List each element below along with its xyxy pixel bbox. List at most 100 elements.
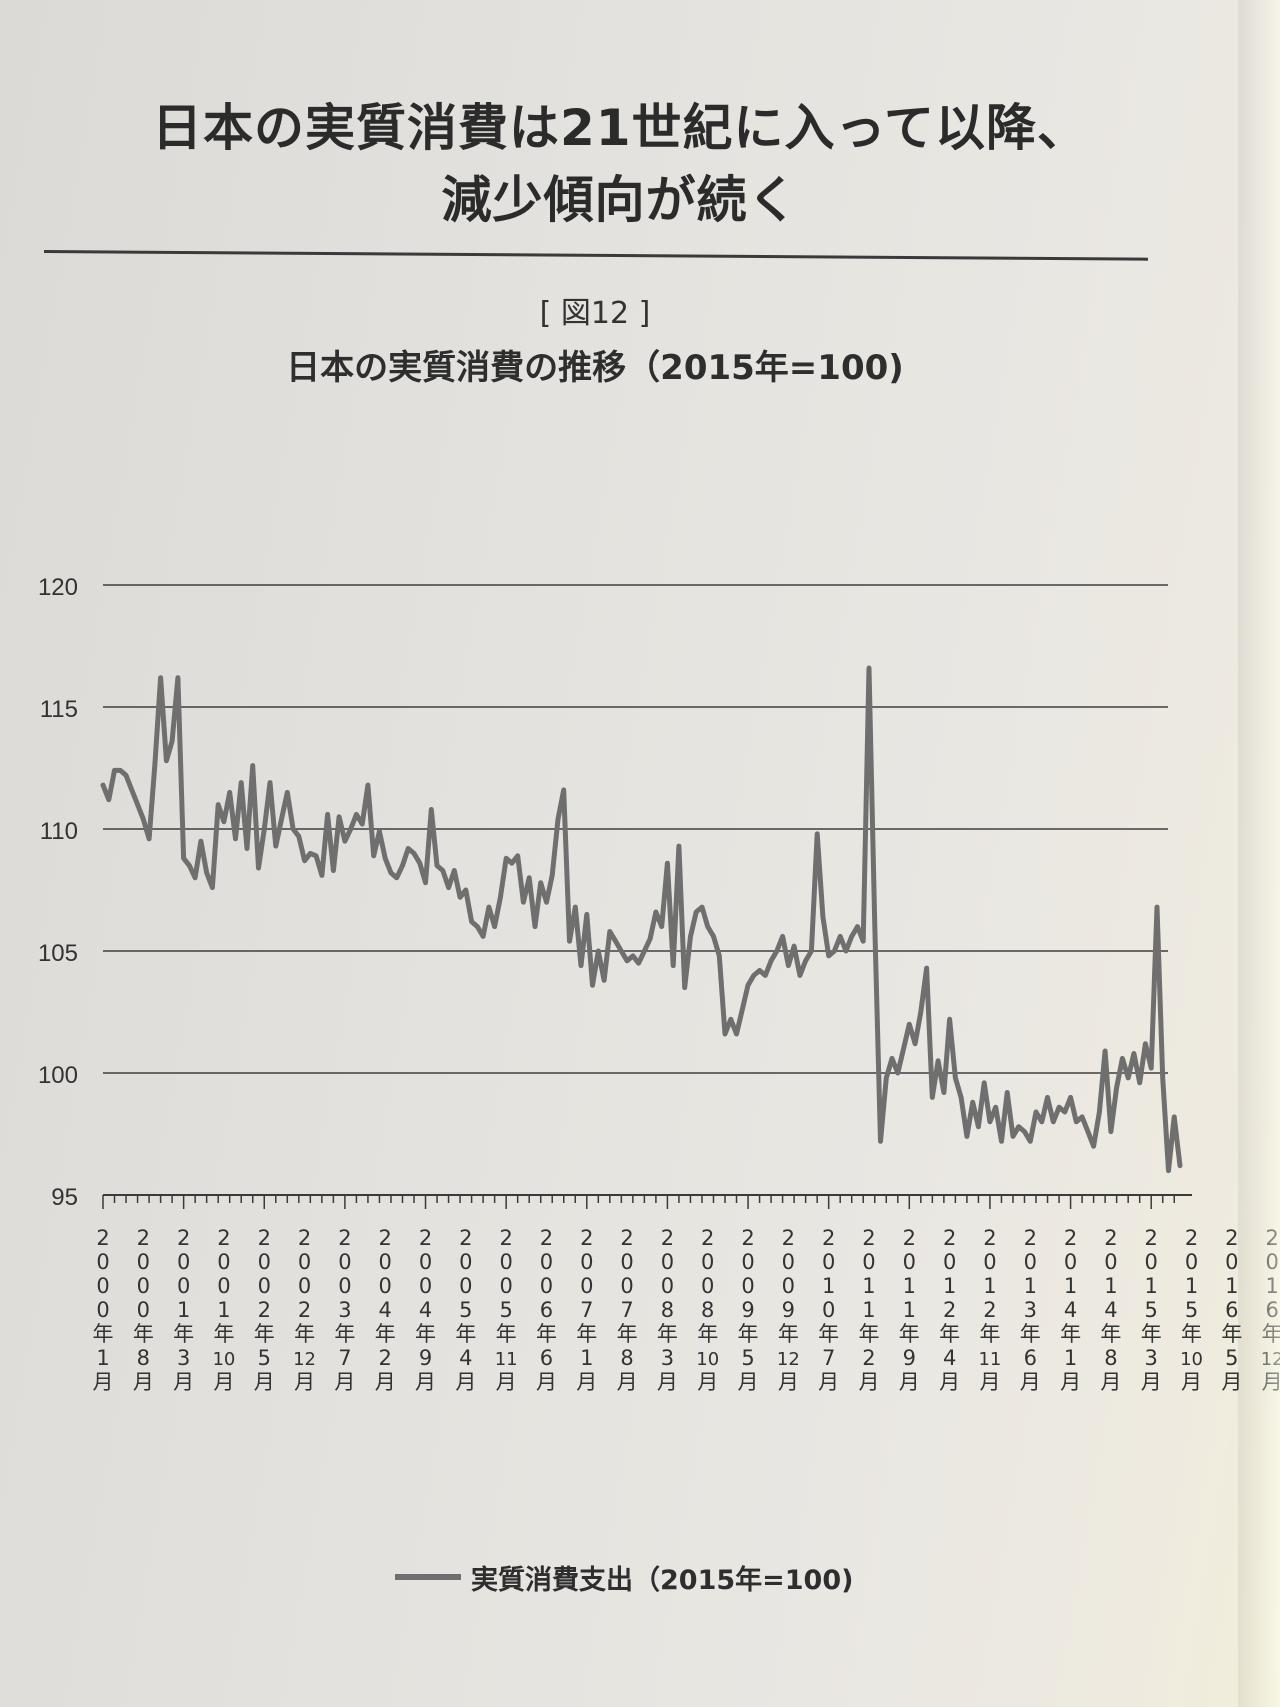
headline: 日本の実質消費は21世紀に入って以降、 減少傾向が続く: [40, 92, 1200, 236]
data-point: [251, 764, 254, 767]
data-point: [528, 876, 531, 879]
data-point: [695, 911, 698, 914]
data-point: [171, 740, 174, 743]
data-point: [1115, 1086, 1118, 1089]
data-point: [770, 959, 773, 962]
data-point: [948, 1018, 951, 1021]
data-point: [701, 906, 704, 909]
data-point: [827, 954, 830, 957]
y-tick-label-120: 120: [38, 574, 78, 601]
data-point: [476, 925, 479, 928]
data-point: [1058, 1106, 1061, 1109]
data-point: [534, 925, 537, 928]
data-point: [971, 1101, 974, 1104]
data-point: [470, 920, 473, 923]
data-point: [833, 950, 836, 953]
data-point: [349, 828, 352, 831]
data-point: [965, 1135, 968, 1138]
data-point: [297, 835, 300, 838]
data-point: [1081, 1115, 1084, 1118]
data-point: [1040, 1120, 1043, 1123]
data-point: [292, 828, 295, 831]
data-point: [764, 974, 767, 977]
data-point: [683, 986, 686, 989]
data-point: [557, 818, 560, 821]
data-point: [107, 798, 110, 801]
data-point: [891, 1057, 894, 1060]
data-point: [361, 823, 364, 826]
data-point: [136, 803, 139, 806]
data-point: [873, 925, 876, 928]
data-point: [516, 854, 519, 857]
data-point: [580, 964, 583, 967]
data-point: [165, 759, 168, 762]
data-point: [1017, 1125, 1020, 1128]
x-tick-label: 2 0 0 9 年 12 月: [777, 1226, 800, 1394]
data-point: [326, 813, 329, 816]
data-point: [482, 935, 485, 938]
data-point: [620, 950, 623, 953]
data-point: [332, 869, 335, 872]
data-point: [487, 906, 490, 909]
data-point: [1161, 1076, 1164, 1079]
data-point: [176, 676, 179, 679]
data-point: [672, 964, 675, 967]
data-point: [942, 1091, 945, 1094]
data-point: [689, 935, 692, 938]
y-tick-label-95: 95: [51, 1184, 78, 1211]
data-point: [1029, 1140, 1032, 1143]
data-point: [522, 901, 525, 904]
data-point: [222, 820, 225, 823]
data-point: [413, 852, 416, 855]
data-point: [459, 896, 462, 899]
data-point: [199, 840, 202, 843]
data-point: [510, 862, 513, 865]
data-point: [355, 813, 358, 816]
data-point: [338, 815, 341, 818]
data-point: [1127, 1076, 1130, 1079]
y-tick-label-100: 100: [38, 1062, 78, 1089]
data-point: [228, 791, 231, 794]
data-point: [1012, 1135, 1015, 1138]
series-line-real-consumption: [100, 665, 1183, 1174]
data-point: [130, 789, 133, 792]
data-point: [862, 940, 865, 943]
data-point: [493, 925, 496, 928]
data-point: [781, 935, 784, 938]
data-point: [758, 969, 761, 972]
chart-title: 日本の実質消費の推移（2015年=100): [286, 348, 904, 388]
data-point: [240, 781, 243, 784]
data-point: [159, 676, 162, 679]
data-point: [1121, 1057, 1124, 1060]
data-point: [988, 1120, 991, 1123]
data-point: [649, 937, 652, 940]
x-tick-label: 2 0 0 1 年 10 月: [212, 1226, 235, 1394]
data-point: [205, 871, 208, 874]
data-point: [1000, 1140, 1003, 1143]
data-point: [1052, 1120, 1055, 1123]
data-point: [1132, 1052, 1135, 1055]
data-point: [810, 950, 813, 953]
data-point: [1104, 1050, 1107, 1053]
data-point: [436, 864, 439, 867]
data-point: [925, 967, 928, 970]
data-point: [677, 845, 680, 848]
data-point: [194, 876, 197, 879]
data-point: [119, 769, 122, 772]
data-point: [263, 828, 266, 831]
data-point: [1046, 1096, 1049, 1099]
x-tick-label: 2 0 0 5 年 11 月: [495, 1226, 518, 1394]
data-point: [631, 954, 634, 957]
x-tick-label: 2 0 1 2 年 11 月: [978, 1226, 1001, 1394]
data-point: [752, 974, 755, 977]
data-point: [395, 876, 398, 879]
y-tick-label-115: 115: [40, 696, 78, 723]
data-point: [868, 667, 871, 670]
data-point: [545, 901, 548, 904]
